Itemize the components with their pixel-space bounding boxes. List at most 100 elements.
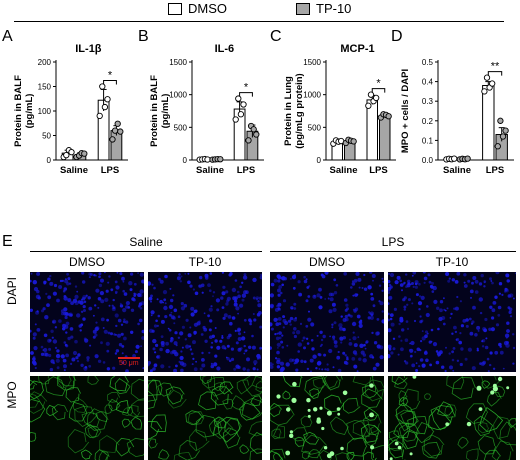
data-point xyxy=(481,88,488,95)
data-point xyxy=(451,155,458,162)
micrograph-section: E Saline LPS DMSO TP-10 DMSO TP-10 DAPI … xyxy=(0,233,520,460)
data-point xyxy=(367,91,375,98)
y-tick-label: 0.2 xyxy=(422,117,434,126)
micrograph-dapi-lps-tp10 xyxy=(388,272,516,372)
chart-title: IL-1β xyxy=(75,43,102,55)
significance-bracket xyxy=(103,80,117,85)
y-tick-label: 100 xyxy=(38,107,52,116)
y-axis-label: MPO + cells / DAPI xyxy=(400,69,411,153)
panel-letter-d: D xyxy=(391,28,403,45)
data-point xyxy=(497,117,504,124)
data-point xyxy=(68,149,75,156)
data-point xyxy=(217,156,224,163)
scale-bar xyxy=(118,357,140,359)
data-point xyxy=(114,120,121,127)
x-tick-label: Saline xyxy=(196,165,224,176)
data-point xyxy=(494,143,501,150)
micrograph-mpo-lps-tp10 xyxy=(388,376,516,460)
bar xyxy=(379,115,391,161)
y-tick-label: 0 xyxy=(317,156,322,165)
x-tick-label: Saline xyxy=(60,165,88,176)
column-label-lps-tp10: TP-10 xyxy=(435,255,469,269)
top-rule xyxy=(14,21,504,22)
y-tick-label: 500 xyxy=(308,123,322,132)
data-point xyxy=(99,83,106,90)
x-tick-label: LPS xyxy=(369,165,387,176)
data-point xyxy=(237,111,245,118)
chart-panel-c: MCP-1 Protein in Lung(pg/mLg protein) 0 500… xyxy=(283,43,396,176)
legend-swatch-dmso xyxy=(168,3,182,15)
data-point xyxy=(483,74,491,81)
y-tick-label: 1000 xyxy=(169,91,187,100)
legend: DMSO TP-10 xyxy=(0,0,520,30)
y-tick-label: 50 xyxy=(42,132,51,141)
micrograph-dapi-saline-tp10 xyxy=(148,272,262,372)
x-tick-label: LPS xyxy=(101,165,119,176)
micrograph-texture xyxy=(388,272,516,372)
y-tick-label: 0 xyxy=(47,156,52,165)
panel-letter-b: B xyxy=(138,28,149,45)
panel-letter-a: A xyxy=(2,28,13,45)
data-point xyxy=(250,126,257,133)
significance-bracket xyxy=(239,92,253,97)
row-label-mpo: MPO xyxy=(5,381,19,409)
data-point xyxy=(96,112,103,120)
significance-label: * xyxy=(244,82,249,94)
significance-label: * xyxy=(376,78,381,90)
micrograph-mpo-lps-dmso xyxy=(270,376,384,460)
column-label-saline-tp10: TP-10 xyxy=(188,255,222,269)
x-tick-label: LPS xyxy=(237,165,255,176)
legend-label-tp10: TP-10 xyxy=(316,1,352,16)
group-label-saline: Saline xyxy=(129,235,163,249)
data-point xyxy=(385,113,392,120)
data-point xyxy=(253,131,260,138)
data-point xyxy=(499,133,507,140)
column-label-lps-dmso: DMSO xyxy=(309,255,345,269)
significance-label: * xyxy=(108,70,113,82)
chart-panel-d: MPO + cells / DAPI 0.0 0.1 0.2 0.3 0.4 0.5 Sali… xyxy=(400,58,514,176)
group-rule-lps xyxy=(270,251,516,252)
data-point xyxy=(373,94,380,102)
legend-swatch-tp10 xyxy=(296,3,310,15)
y-axis-label: Protein in BALF(pg/mL) xyxy=(149,75,171,147)
y-tick-label: 500 xyxy=(174,123,188,132)
data-point xyxy=(350,138,357,145)
data-point xyxy=(111,127,119,134)
data-point xyxy=(502,127,509,134)
data-point xyxy=(81,150,88,157)
y-tick-label: 0.3 xyxy=(422,97,434,106)
y-tick-label: 0.5 xyxy=(422,58,434,67)
micrograph-texture xyxy=(148,272,262,372)
y-tick-label: 200 xyxy=(38,58,52,67)
significance-bracket xyxy=(487,71,503,76)
micrograph-texture xyxy=(148,376,262,460)
micrograph-texture xyxy=(270,272,384,372)
significance-bracket xyxy=(371,88,386,93)
panel-letter-e: E xyxy=(2,233,13,250)
data-point xyxy=(489,80,496,87)
data-point xyxy=(240,101,247,108)
data-point xyxy=(63,151,70,159)
chart-panel-b: IL-6 Protein in BALF(pg/mL) 0 500 1000 1500 Sa… xyxy=(149,43,264,176)
y-tick-label: 1500 xyxy=(303,58,321,67)
group-label-lps: LPS xyxy=(381,235,405,249)
scale-bar-label: 50 μm xyxy=(119,360,139,367)
data-point xyxy=(117,128,124,135)
column-label-saline-dmso: DMSO xyxy=(69,255,105,269)
significance-label: ** xyxy=(491,61,500,73)
chart-title: IL-6 xyxy=(215,43,235,55)
data-point xyxy=(464,155,471,162)
data-point xyxy=(104,96,111,103)
y-axis-label: Protein in Lung(pg/mLg protein) xyxy=(283,73,305,148)
data-point xyxy=(232,116,239,123)
micrograph-texture xyxy=(270,376,384,460)
micrograph-dapi-lps-dmso xyxy=(270,272,384,372)
panel-letter-c: C xyxy=(270,28,282,45)
y-tick-label: 1500 xyxy=(169,58,187,67)
micrograph-texture xyxy=(30,272,144,372)
data-point xyxy=(365,102,372,109)
y-tick-label: 1000 xyxy=(303,91,321,100)
row-label-dapi: DAPI xyxy=(5,277,19,306)
y-tick-label: 0.1 xyxy=(422,136,434,145)
data-point xyxy=(109,136,116,143)
